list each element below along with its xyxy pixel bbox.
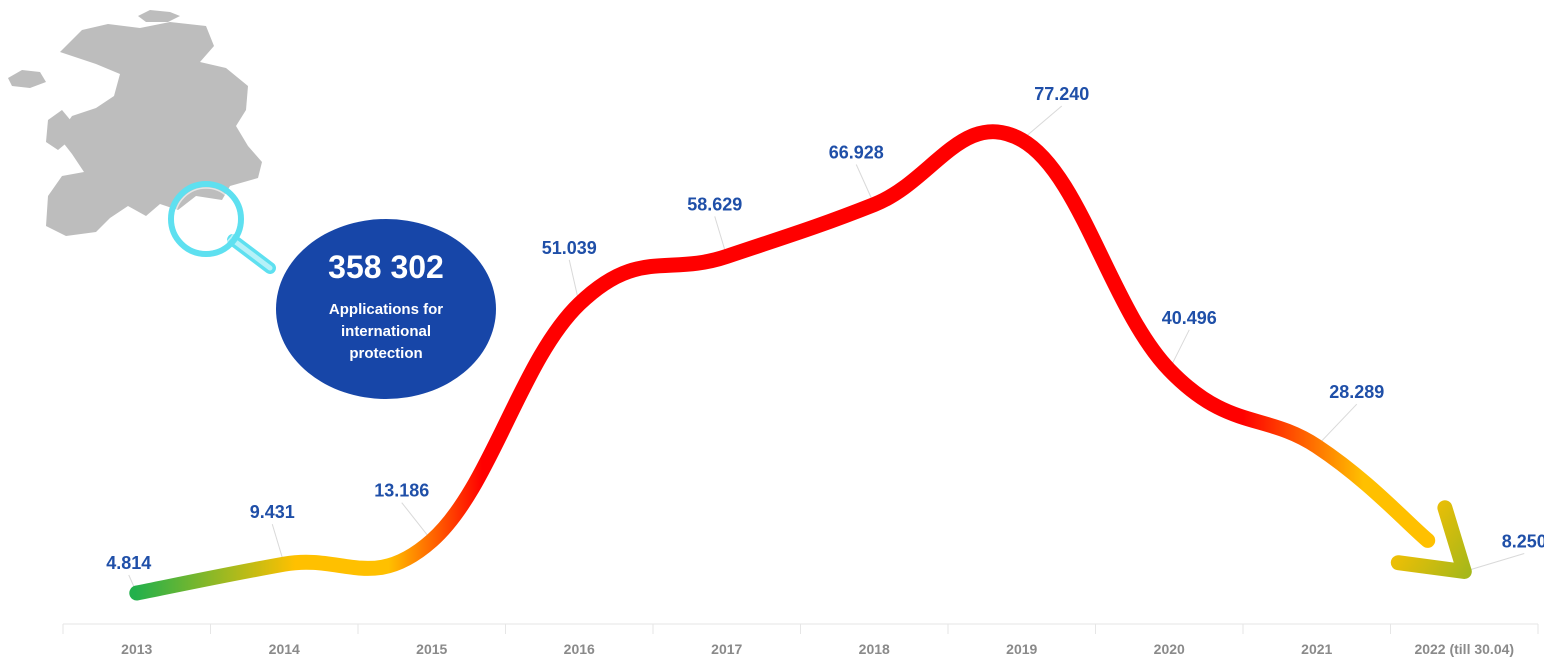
x-tick-label: 2014 xyxy=(269,641,300,657)
total-callout-bubble xyxy=(276,219,496,399)
x-tick-label: 2017 xyxy=(711,641,742,657)
magnifier-icon xyxy=(168,181,276,274)
data-label: 9.431 xyxy=(250,502,295,522)
trend-line xyxy=(129,124,1472,601)
data-label: 40.496 xyxy=(1162,308,1217,328)
x-tick-label: 2021 xyxy=(1301,641,1332,657)
callout-caption-line-2: international xyxy=(341,323,431,340)
data-label-leader xyxy=(1464,553,1525,572)
data-label: 77.240 xyxy=(1034,84,1089,104)
data-label: 66.928 xyxy=(829,142,884,162)
data-label: 28.289 xyxy=(1329,382,1384,402)
x-tick-label: 2013 xyxy=(121,641,152,657)
x-tick-label: 2016 xyxy=(564,641,595,657)
data-labels: 4.814 9.431 13.186 51.039 58.629 66.928 77.240… xyxy=(106,84,1544,573)
x-tick-label: 2019 xyxy=(1006,641,1037,657)
x-tick-label: 2022 (till 30.04) xyxy=(1414,641,1514,657)
x-tick-label: 2015 xyxy=(416,641,447,657)
data-label-leader xyxy=(1316,403,1358,447)
data-label: 4.814 xyxy=(106,553,151,573)
data-label: 13.186 xyxy=(374,481,429,501)
callout-caption-line-1: Applications for xyxy=(329,301,443,318)
callout-caption-line-3: protection xyxy=(349,345,422,362)
data-label: 8.250 xyxy=(1502,532,1544,552)
total-applications-value: 358 302 xyxy=(328,249,444,285)
data-label-leader xyxy=(1021,105,1063,141)
total-callout: 358 302 Applications for international p… xyxy=(276,219,496,399)
series-line xyxy=(129,124,1436,601)
x-tick-label: 2020 xyxy=(1154,641,1185,657)
data-label-leader xyxy=(401,502,433,541)
data-label: 51.039 xyxy=(542,238,597,258)
europe-map-icon xyxy=(8,10,262,236)
data-label: 58.629 xyxy=(687,194,742,214)
x-axis: 2013 2014 2015 2016 2017 2018 2019 2020 2021 2022… xyxy=(62,623,1539,657)
trend-arrowhead xyxy=(1390,500,1472,579)
x-tick-label: 2018 xyxy=(859,641,890,657)
